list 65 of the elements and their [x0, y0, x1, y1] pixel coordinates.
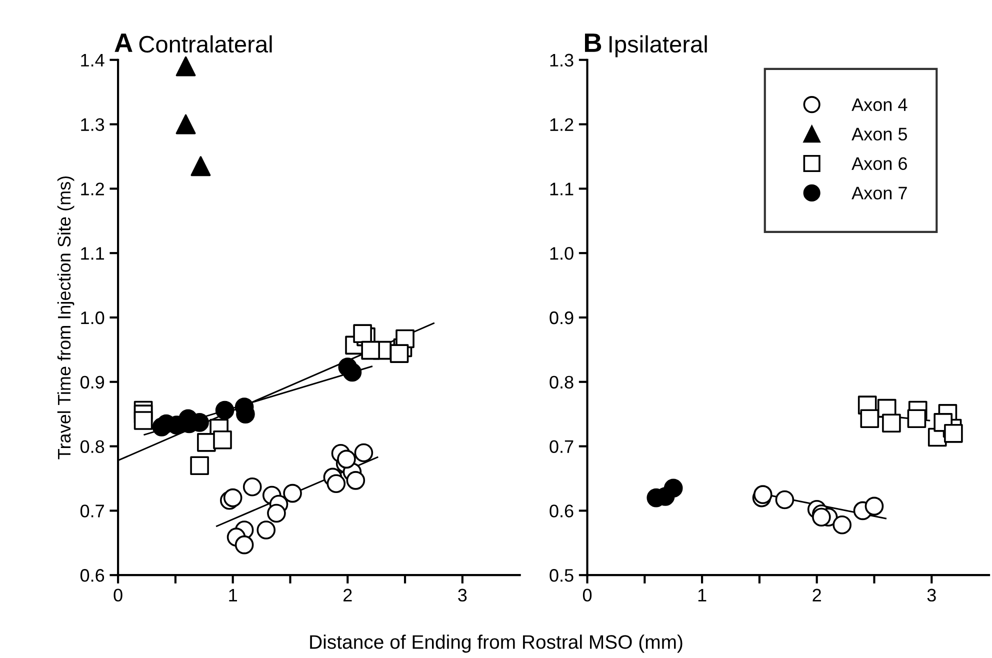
legend-label: Axon 6 [852, 157, 907, 170]
point [176, 56, 196, 76]
y-tick-label: 0.9 [80, 376, 104, 389]
point [213, 430, 232, 450]
y-tick-label: 0.8 [80, 440, 104, 454]
point [242, 477, 262, 496]
point [215, 400, 234, 420]
point [390, 344, 409, 363]
point [190, 456, 209, 476]
y-tick-label: 1.3 [81, 118, 104, 131]
point [753, 485, 772, 504]
point [864, 496, 884, 516]
x-tick-label: 3 [927, 588, 936, 602]
y-tick-label: 1.2 [81, 182, 104, 196]
x-axis-title: Distance of Ending from Rostral MSO (mm) [310, 634, 682, 653]
point [134, 411, 153, 430]
point [342, 362, 362, 382]
point [353, 324, 372, 343]
legend-label: Axon 7 [852, 186, 907, 200]
x-tick-label: 3 [458, 588, 467, 602]
y-tick-label: 0.9 [550, 311, 574, 324]
point [664, 478, 683, 498]
point [354, 443, 374, 462]
point [361, 340, 380, 360]
y-tick-label: 1.0 [550, 247, 574, 260]
y-tick-label: 1.0 [81, 311, 104, 324]
y-tick-label: 0.7 [550, 440, 574, 454]
chart-title: A Contralateral [114, 34, 272, 53]
y-tick-label: 1.1 [550, 182, 574, 196]
point [832, 515, 852, 534]
legend-label: Axon 4 [852, 98, 908, 112]
y-tick-label: 0.7 [80, 504, 104, 518]
point [944, 424, 963, 443]
point [907, 409, 926, 428]
y-tick-label: 1.2 [550, 118, 574, 131]
chart-title: B Ipsilateral [585, 34, 707, 58]
point [176, 114, 196, 134]
point [283, 484, 302, 503]
x-tick-label: 2 [812, 588, 821, 602]
point [326, 474, 346, 494]
point [337, 450, 356, 469]
y-tick-label: 1.3 [550, 54, 574, 67]
point [267, 504, 286, 523]
point [223, 488, 242, 508]
y-tick-label: 1.4 [81, 54, 104, 66]
x-tick-label: 1 [698, 588, 706, 602]
y-axis-title: Travel Time from Injection Site (ms) [57, 176, 74, 460]
x-tick-label: 0 [582, 588, 592, 602]
y-tick-label: 0.6 [80, 569, 104, 582]
y-tick-label: 1.1 [81, 247, 104, 260]
point [812, 508, 831, 527]
point [860, 409, 880, 428]
point [256, 520, 276, 540]
point [775, 490, 794, 510]
x-tick-label: 1 [229, 588, 237, 602]
y-tick-label: 0.5 [550, 569, 574, 582]
point [882, 414, 901, 433]
x-tick-label: 2 [344, 588, 352, 602]
x-tick-label: 0 [114, 588, 122, 602]
point [234, 535, 254, 554]
legend-label: Axon 5 [852, 128, 908, 141]
y-tick-label: 0.8 [550, 376, 574, 389]
y-tick-label: 0.6 [550, 504, 574, 518]
point [346, 471, 366, 490]
point [190, 156, 211, 176]
